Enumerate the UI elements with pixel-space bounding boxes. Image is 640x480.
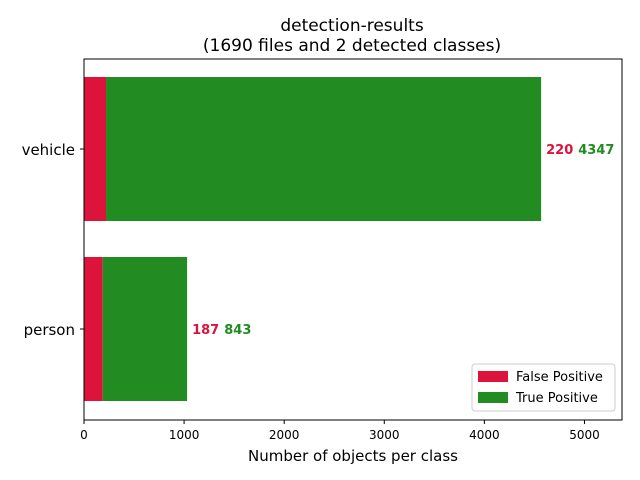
x-tick-label-5000: 5000 <box>569 428 600 442</box>
legend-label-false-positive: False Positive <box>516 370 603 385</box>
chart-title: detection-results <box>280 16 424 36</box>
data-label-person-false-positive: 187 <box>192 323 219 338</box>
axes-frame <box>83 58 623 421</box>
plot-area: 187 843 person 220 4347 vehicle 0 1000 2000 3000 4… <box>22 77 614 442</box>
y-tick-label-vehicle: vehicle <box>22 141 75 159</box>
legend-swatch-false-positive <box>478 371 508 382</box>
x-tick-label-4000: 4000 <box>469 428 500 442</box>
legend: False Positive True Positive <box>471 363 616 412</box>
bar-vehicle-true-positive <box>106 77 542 221</box>
chart-subtitle: (1690 files and 2 detected classes) <box>203 36 501 56</box>
x-tick-label-3000: 3000 <box>369 428 400 442</box>
x-axis-label: Number of objects per class <box>248 447 458 465</box>
y-tick-label-person: person <box>24 321 75 339</box>
data-label-person-true-positive: 843 <box>224 323 251 338</box>
bar-person-true-positive <box>102 257 188 401</box>
legend-label-true-positive: True Positive <box>515 391 598 406</box>
bar-person-false-positive <box>84 257 103 401</box>
bar-vehicle-false-positive <box>84 77 107 221</box>
data-label-vehicle-false-positive: 220 <box>546 143 573 158</box>
x-tick-label-1000: 1000 <box>169 428 200 442</box>
data-label-vehicle-true-positive: 4347 <box>578 143 614 158</box>
legend-swatch-true-positive <box>478 392 508 403</box>
x-tick-label-0: 0 <box>80 428 88 442</box>
x-tick-label-2000: 2000 <box>269 428 300 442</box>
